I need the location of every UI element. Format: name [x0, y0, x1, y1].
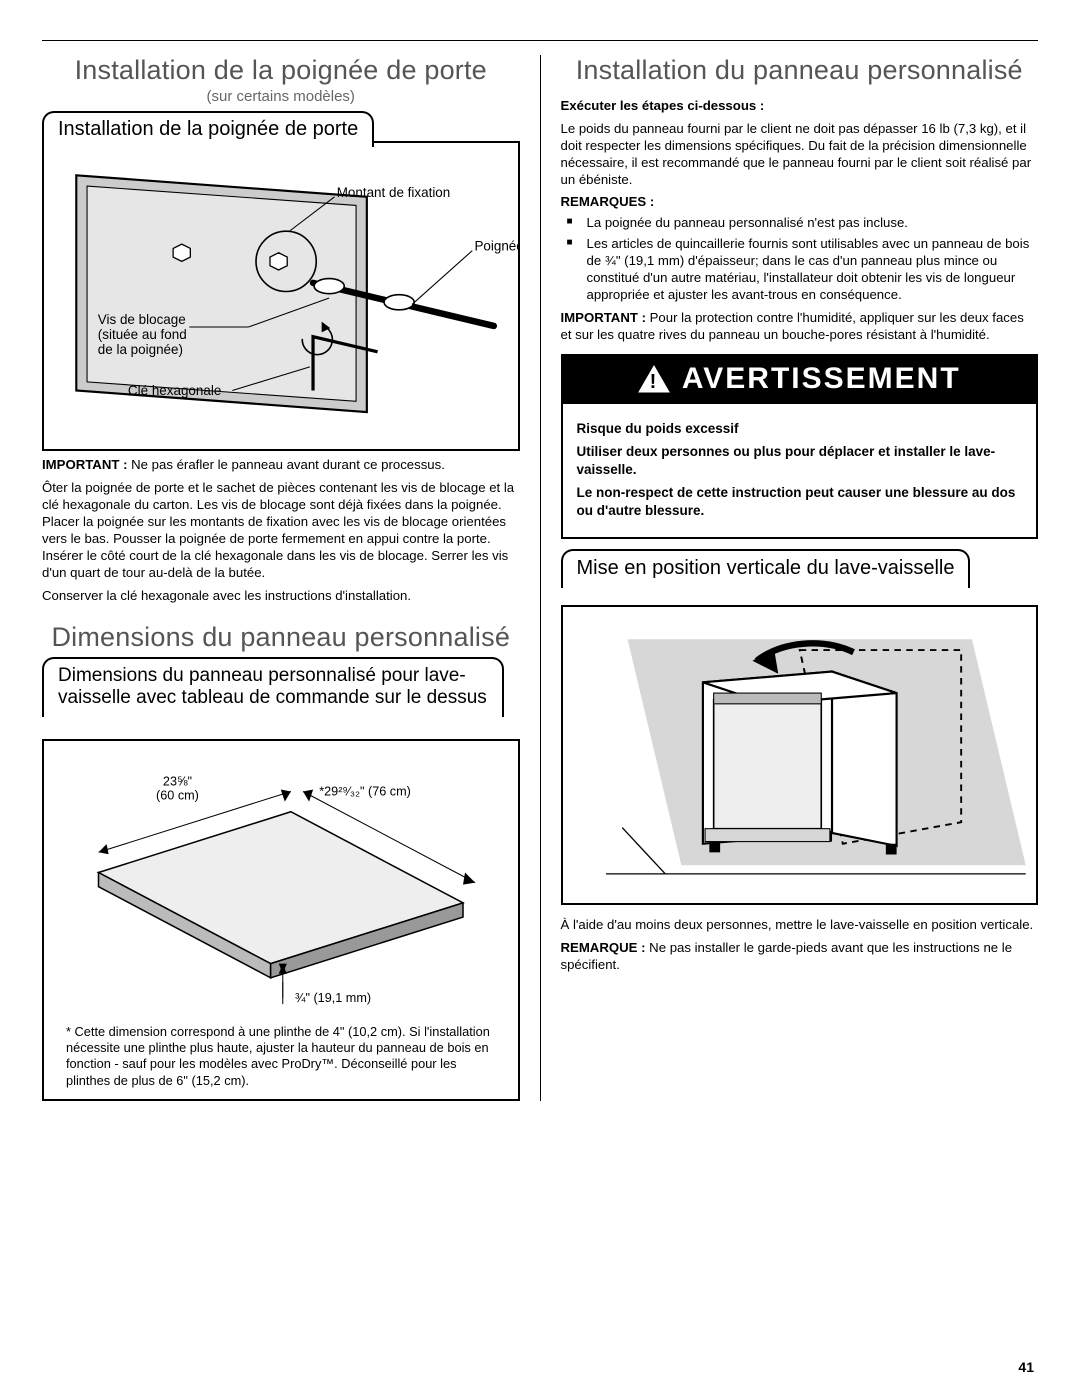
stand-diagram — [563, 607, 1037, 898]
heading-dimensions: Dimensions du panneau personnalisé — [42, 622, 520, 653]
handle-figure: Installation de la poignée de porte — [42, 141, 520, 451]
dim-width: 23⅝" — [163, 775, 192, 789]
handle-figure-tab: Installation de la poignée de porte — [42, 111, 374, 147]
handle-diagram: Montant de fixation Poignée Vis de bloca… — [44, 143, 518, 444]
label-handle: Poignée — [474, 239, 517, 254]
notes-label: REMARQUES : — [561, 194, 655, 209]
left-column: Installation de la poignée de porte (sur… — [42, 55, 540, 1101]
important-label-2: IMPORTANT : — [561, 310, 646, 325]
important-paragraph-2: IMPORTANT : Pour la protection contre l'… — [561, 310, 1039, 344]
label-hexkey: Clé hexagonale — [128, 383, 221, 398]
important-label: IMPORTANT : — [42, 457, 127, 472]
warning-p1: Risque du poids excessif — [577, 420, 1023, 438]
heading-custom-panel: Installation du panneau personnalisé — [561, 55, 1039, 86]
warning-p2: Utiliser deux personnes ou plus pour dép… — [577, 443, 1023, 478]
stand-figure: Mise en position verticale du lave-vaiss… — [561, 605, 1039, 905]
warning-icon: ! — [638, 365, 670, 393]
dim-height: *29²⁹⁄₃₂" (76 cm) — [319, 785, 411, 799]
heading-handle-sub: (sur certains modèles) — [42, 88, 520, 105]
handle-para2: Conserver la clé hexagonale avec les ins… — [42, 588, 520, 605]
warning-banner: ! AVERTISSEMENT — [563, 356, 1037, 404]
dims-footnote: * Cette dimension correspond à une plint… — [66, 1024, 496, 1090]
warning-banner-text: AVERTISSEMENT — [682, 362, 961, 396]
page-number: 41 — [1018, 1359, 1034, 1375]
dims-figure: Dimensions du panneau personnalisé pour … — [42, 739, 520, 1101]
page: Installation de la poignée de porte (sur… — [0, 0, 1080, 1397]
label-setscrew3: de la poignée) — [98, 342, 183, 357]
important-paragraph: IMPORTANT : Ne pas érafler le panneau av… — [42, 457, 520, 474]
label-setscrew2: (située au fond — [98, 327, 187, 342]
remark-label: REMARQUE : — [561, 940, 646, 955]
right-column: Installation du panneau personnalisé Exé… — [541, 55, 1039, 1101]
warning-body: Risque du poids excessif Utiliser deux p… — [563, 404, 1037, 538]
important-text: Ne pas érafler le panneau avant durant c… — [131, 457, 445, 472]
custom-para1: Le poids du panneau fourni par le client… — [561, 121, 1039, 189]
note-item: Les articles de quincaillerie fournis so… — [561, 236, 1039, 304]
top-rule — [42, 40, 1038, 41]
stand-para1: À l'aide d'au moins deux personnes, mett… — [561, 917, 1039, 934]
label-setscrew1: Vis de blocage — [98, 312, 186, 327]
columns: Installation de la poignée de porte (sur… — [42, 55, 1038, 1101]
handle-para1: Ôter la poignée de porte et le sachet de… — [42, 480, 520, 581]
dim-thick: ¾" (19,1 mm) — [295, 992, 371, 1006]
stand-figure-tab: Mise en position verticale du lave-vaiss… — [561, 549, 971, 588]
dims-figure-tab: Dimensions du panneau personnalisé pour … — [42, 657, 504, 717]
dims-diagram: 23⅝" (60 cm) *29²⁹⁄₃₂" (76 cm) ¾" (19,1 … — [58, 751, 504, 1014]
note-item: La poignée du panneau personnalisé n'est… — [561, 215, 1039, 232]
warning-box: ! AVERTISSEMENT Risque du poids excessif… — [561, 354, 1039, 540]
label-stud: Montant de fixation — [337, 185, 451, 200]
dim-width-mm: (60 cm) — [156, 789, 199, 803]
heading-handle: Installation de la poignée de porte — [42, 55, 520, 86]
svg-text:!: ! — [650, 371, 659, 393]
steps-label: Exécuter les étapes ci-dessous : — [561, 98, 765, 113]
warning-p3: Le non-respect de cette instruction peut… — [577, 484, 1023, 519]
notes-list: La poignée du panneau personnalisé n'est… — [561, 215, 1039, 303]
stand-remark: REMARQUE : Ne pas installer le garde-pie… — [561, 940, 1039, 974]
